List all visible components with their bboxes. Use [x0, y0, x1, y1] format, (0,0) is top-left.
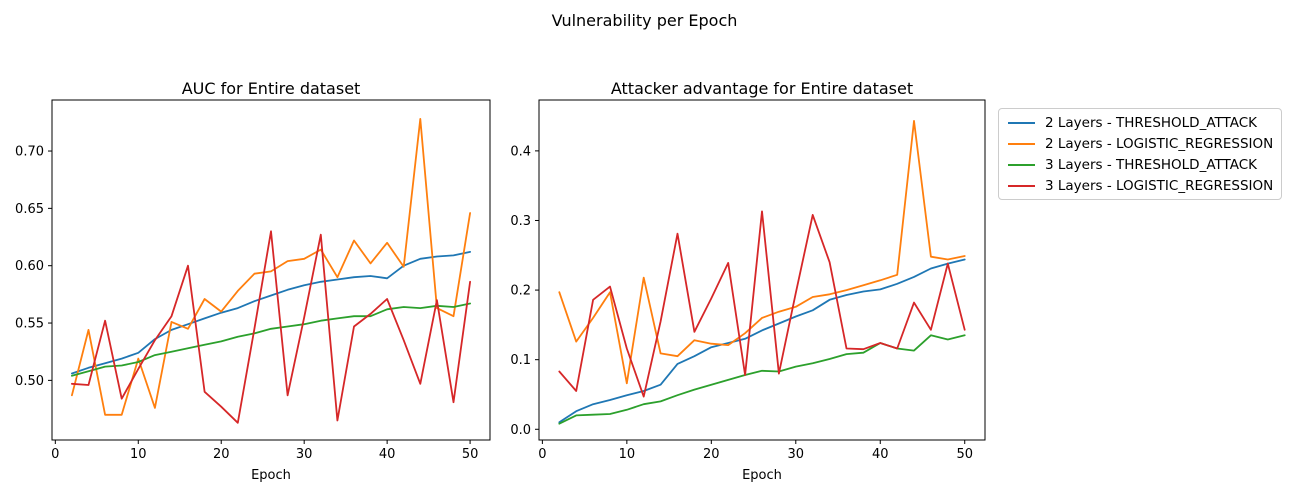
y-tick-label: 0.2 — [510, 284, 531, 299]
x-tick-label: 0 — [51, 447, 59, 462]
series-line-2-layers-threshold-attack — [558, 258, 966, 424]
legend-label: 3 Layers - LOGISTIC_REGRESSION — [1045, 177, 1274, 194]
x-tick-label: 40 — [872, 447, 889, 462]
x-tick-label: 40 — [379, 447, 396, 462]
axes-frame — [51, 99, 491, 441]
y-tick-label: 0.55 — [15, 317, 44, 332]
x-tick-label: 20 — [213, 447, 230, 462]
x-tick-label: 10 — [130, 447, 147, 462]
left-chart-title: AUC for Entire dataset — [181, 79, 361, 98]
y-tick-label: 0.3 — [510, 214, 531, 229]
legend-line-sample — [1008, 184, 1035, 187]
legend-item-1: 2 Layers - LOGISTIC_REGRESSION — [999, 134, 1281, 154]
x-tick-label: 20 — [703, 447, 720, 462]
legend-line-sample — [1008, 142, 1035, 145]
legend-line-sample — [1008, 121, 1035, 124]
x-tick-label: 30 — [296, 447, 313, 462]
figure-title: Vulnerability per Epoch — [551, 11, 738, 30]
right-chart-xlabel: Epoch — [742, 468, 782, 483]
legend-item-0: 2 Layers - THRESHOLD_ATTACK — [999, 113, 1281, 133]
legend-line-sample — [1008, 163, 1035, 166]
y-tick-label: 0.1 — [510, 353, 531, 368]
x-tick-label: 0 — [538, 447, 546, 462]
legend-item-3: 3 Layers - LOGISTIC_REGRESSION — [999, 176, 1281, 196]
legend-label: 2 Layers - LOGISTIC_REGRESSION — [1045, 135, 1274, 152]
y-tick-label: 0.0 — [510, 423, 531, 438]
y-tick-label: 0.50 — [15, 374, 44, 389]
series-line-3-layers-threshold-attack — [71, 302, 472, 377]
x-tick-label: 10 — [619, 447, 636, 462]
y-tick-label: 0.60 — [15, 259, 44, 274]
legend-item-2: 3 Layers - THRESHOLD_ATTACK — [999, 155, 1281, 175]
left-chart-xlabel: Epoch — [251, 468, 291, 483]
y-tick-label: 0.65 — [15, 202, 44, 217]
series-line-3-layers-logistic-regression — [558, 210, 966, 398]
series-line-3-layers-logistic-regression — [71, 230, 472, 424]
x-tick-label: 50 — [956, 447, 973, 462]
legend-label: 2 Layers - THRESHOLD_ATTACK — [1045, 114, 1257, 131]
legend: 2 Layers - THRESHOLD_ATTACK 2 Layers - LO… — [998, 108, 1282, 200]
y-tick-label: 0.70 — [15, 145, 44, 160]
x-tick-label: 30 — [788, 447, 805, 462]
series-line-2-layers-logistic-regression — [558, 120, 966, 385]
right-chart-title: Attacker advantage for Entire dataset — [610, 79, 914, 98]
legend-label: 3 Layers - THRESHOLD_ATTACK — [1045, 156, 1257, 173]
axes-frame — [538, 99, 986, 441]
x-tick-label: 50 — [462, 447, 479, 462]
series-line-2-layers-logistic-regression — [71, 118, 472, 416]
y-tick-label: 0.4 — [510, 144, 531, 159]
